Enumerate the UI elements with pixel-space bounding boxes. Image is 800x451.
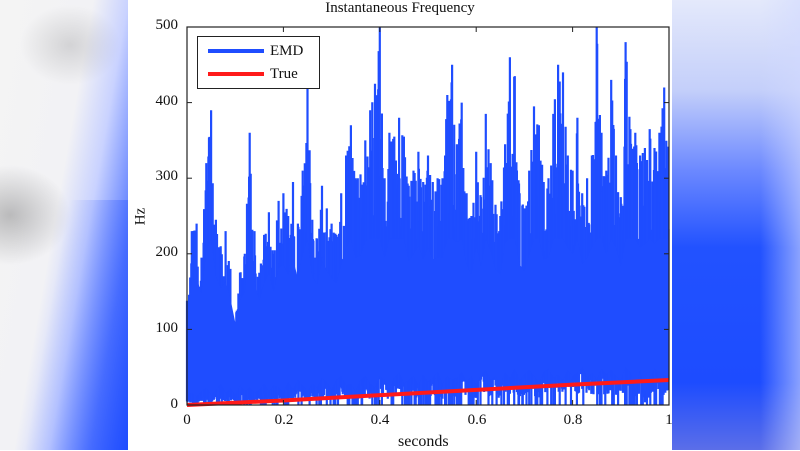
x-axis-label: seconds [398,433,449,450]
x-tick-0-6: 0.6 [467,412,487,428]
x-tick-0-2: 0.2 [274,412,294,428]
x-tick-1: 1 [665,412,673,428]
chart-title: Instantaneous Frequency [325,0,475,16]
y-tick-400: 400 [155,93,179,109]
y-tick-500: 500 [155,17,179,33]
axis-ticks [186,26,670,406]
legend-entry-true: True [208,64,298,84]
blurred-background-left-overlay [0,200,128,450]
legend-swatch-true [208,72,264,76]
x-tick-0-4: 0.4 [370,412,390,428]
legend-label-emd: EMD [270,42,304,59]
x-tick-0: 0 [183,412,191,428]
y-tick-200: 200 [155,244,179,260]
legend-swatch-emd [208,49,264,53]
axes-frame [186,26,670,406]
blurred-background-right-overlay [760,0,800,450]
y-tick-0: 0 [170,396,179,412]
y-axis-label: Hz [132,207,149,226]
y-tick-100: 100 [155,320,179,336]
true-series [186,378,670,407]
emd-series [185,27,670,405]
y-tick-300: 300 [155,168,179,184]
legend-label-true: True [270,65,298,82]
legend-entry-emd: EMD [208,41,303,61]
x-tick-0-8: 0.8 [563,412,583,428]
legend: EMD True [197,36,320,89]
